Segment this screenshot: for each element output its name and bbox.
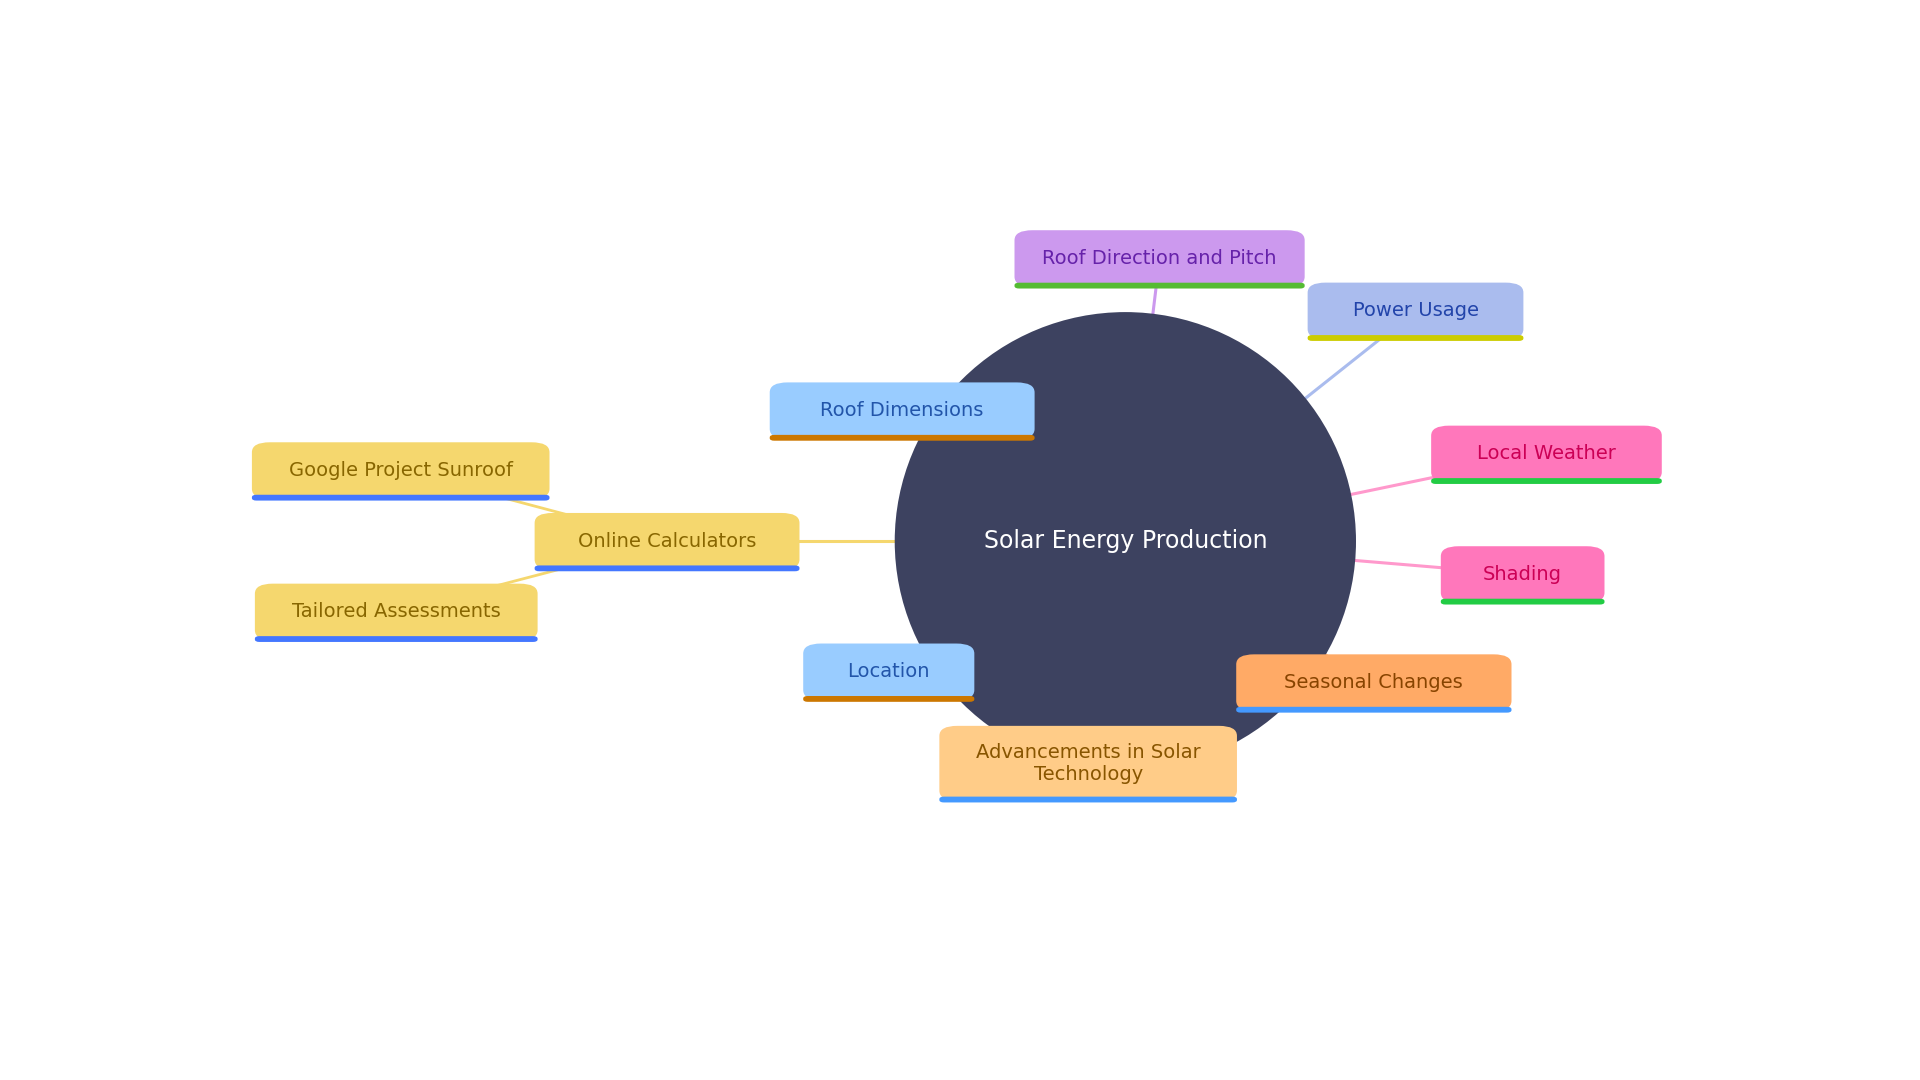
Text: Power Usage: Power Usage: [1352, 301, 1478, 321]
FancyBboxPatch shape: [939, 797, 1236, 802]
FancyBboxPatch shape: [1308, 335, 1523, 341]
FancyBboxPatch shape: [803, 696, 973, 702]
Text: Location: Location: [847, 662, 929, 681]
Text: Shading: Shading: [1482, 565, 1563, 584]
FancyBboxPatch shape: [534, 513, 799, 569]
FancyBboxPatch shape: [770, 435, 1035, 441]
Text: Roof Direction and Pitch: Roof Direction and Pitch: [1043, 249, 1277, 268]
Text: Seasonal Changes: Seasonal Changes: [1284, 673, 1463, 692]
FancyBboxPatch shape: [1308, 283, 1523, 339]
FancyBboxPatch shape: [1014, 283, 1306, 288]
FancyBboxPatch shape: [1236, 706, 1511, 713]
FancyBboxPatch shape: [1430, 478, 1663, 484]
FancyBboxPatch shape: [534, 566, 799, 571]
Text: Solar Energy Production: Solar Energy Production: [983, 529, 1267, 553]
FancyBboxPatch shape: [255, 636, 538, 642]
FancyBboxPatch shape: [1440, 546, 1605, 603]
FancyBboxPatch shape: [939, 726, 1236, 800]
Text: Local Weather: Local Weather: [1476, 445, 1617, 463]
Text: Online Calculators: Online Calculators: [578, 531, 756, 551]
Text: Roof Dimensions: Roof Dimensions: [820, 401, 983, 420]
FancyBboxPatch shape: [770, 382, 1035, 438]
Ellipse shape: [895, 312, 1356, 770]
FancyBboxPatch shape: [252, 443, 549, 499]
Text: Tailored Assessments: Tailored Assessments: [292, 603, 501, 621]
Text: Advancements in Solar
Technology: Advancements in Solar Technology: [975, 743, 1200, 784]
FancyBboxPatch shape: [255, 583, 538, 640]
FancyBboxPatch shape: [1440, 598, 1605, 605]
Text: Google Project Sunroof: Google Project Sunroof: [288, 461, 513, 480]
FancyBboxPatch shape: [1236, 654, 1511, 711]
FancyBboxPatch shape: [803, 644, 973, 700]
FancyBboxPatch shape: [1430, 426, 1663, 482]
FancyBboxPatch shape: [252, 495, 549, 500]
FancyBboxPatch shape: [1014, 230, 1306, 287]
